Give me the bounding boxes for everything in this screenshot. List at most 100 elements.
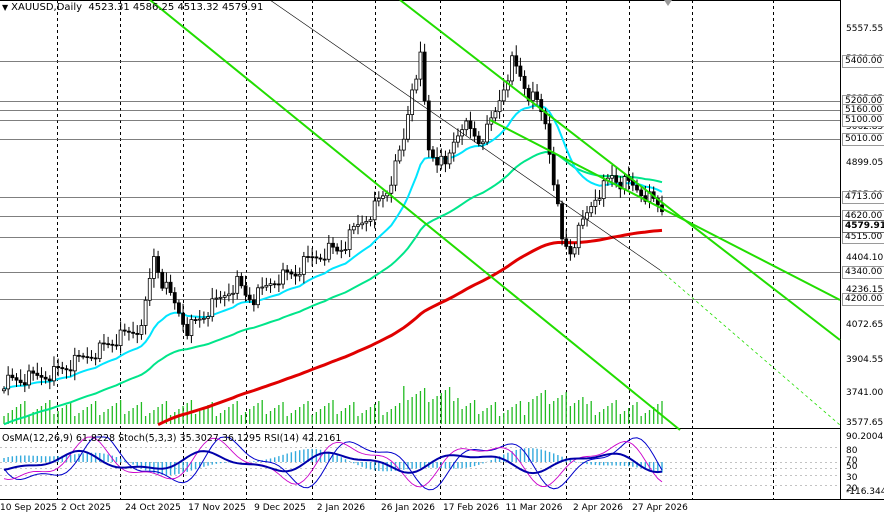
level-label: 5100.00 — [842, 114, 884, 127]
candle-body — [522, 75, 527, 89]
indicator-scale-label: 50 — [846, 462, 858, 472]
candle-body — [476, 135, 481, 145]
collapse-triangle-icon[interactable]: ▼ — [2, 3, 9, 12]
date-label: 11 Mar 2026 — [505, 503, 563, 513]
candle-body — [81, 355, 86, 358]
price-scale-label: 4072.65 — [846, 320, 884, 330]
candle-body — [364, 221, 369, 224]
candle-body — [289, 271, 294, 275]
candle-body — [422, 51, 427, 102]
candle-body — [281, 269, 285, 285]
level-label: 5400.00 — [842, 55, 884, 68]
candle-body — [235, 275, 240, 294]
candle-body — [614, 175, 619, 183]
candle-body — [152, 256, 156, 279]
current-price-label: 4579.91 — [842, 220, 884, 233]
candle-body — [376, 198, 381, 202]
candle-body — [52, 366, 56, 382]
candle-body — [518, 65, 523, 77]
candle-body — [210, 298, 215, 318]
candle-body — [39, 375, 44, 378]
date-label: 24 Oct 2025 — [125, 503, 181, 513]
candle-body — [68, 369, 73, 372]
candle-body — [97, 342, 102, 359]
candle-body — [276, 283, 281, 286]
candle-body — [356, 224, 360, 227]
candle-body — [635, 184, 639, 191]
date-label: 2 Jan 2026 — [316, 503, 366, 513]
candle-body — [189, 319, 194, 336]
indicator-scale-label: -116.3446 — [846, 487, 884, 497]
date-label: 2 Oct 2025 — [61, 503, 111, 513]
candle-body — [485, 123, 489, 143]
candle-body — [147, 277, 152, 301]
candle-body — [127, 330, 131, 333]
candle-body — [14, 377, 19, 381]
candle-body — [326, 242, 331, 260]
indicator-scale-label: 80 — [846, 446, 858, 456]
candle-body — [464, 120, 469, 131]
candle-body — [368, 219, 373, 222]
candle-body — [393, 160, 398, 186]
candle-body — [535, 91, 539, 100]
candle-body — [435, 157, 440, 166]
candle-body — [264, 284, 269, 288]
candle-body — [31, 370, 36, 374]
candle-body — [468, 120, 473, 129]
candle-body — [122, 329, 127, 332]
candle-body — [181, 312, 185, 325]
candle-body — [406, 114, 410, 140]
candle-body — [418, 51, 423, 80]
candle-body — [431, 149, 435, 158]
candle-body — [131, 331, 136, 334]
channel-line — [399, 0, 841, 341]
candle-body — [297, 273, 302, 277]
date-label: 9 Dec 2025 — [254, 503, 306, 513]
candle-body — [6, 374, 11, 390]
rsi-line — [3, 449, 663, 475]
candle-body — [426, 100, 431, 151]
channel-line — [489, 119, 841, 301]
candle-body — [18, 379, 23, 384]
price-scale-label: 5062.85 — [846, 122, 884, 132]
stoch-signal-line — [3, 436, 663, 488]
candle-body — [222, 295, 227, 298]
candle-body — [285, 269, 290, 273]
candle-body — [77, 354, 81, 357]
candle-body — [331, 242, 335, 248]
date-label: 17 Feb 2026 — [442, 503, 500, 513]
candle-body — [272, 283, 277, 286]
candle-body — [27, 370, 31, 386]
candle-body — [197, 318, 202, 321]
candle-body — [593, 199, 598, 207]
candle-body — [64, 368, 69, 371]
candle-body — [114, 344, 119, 347]
price-scale-label: 5557.55 — [846, 24, 884, 34]
symbol-title: XAUUSD,Daily — [11, 2, 83, 13]
candle-body — [347, 229, 352, 250]
candle-body — [351, 225, 356, 231]
candle-body — [164, 281, 169, 289]
candle-body — [139, 325, 144, 335]
candle-body — [2, 388, 6, 392]
channel-line — [149, 0, 681, 431]
candle-body — [89, 356, 94, 359]
candle-body — [585, 212, 589, 220]
candle-body — [214, 297, 219, 300]
indicator-scale-label: 70 — [846, 456, 858, 466]
candle-body — [472, 128, 477, 137]
candle-body — [501, 89, 506, 102]
candle-body — [576, 224, 581, 249]
candle-body — [306, 256, 310, 258]
price-scale-label: 3577.65 — [846, 418, 884, 428]
candle-body — [231, 292, 235, 295]
candle-body — [539, 99, 544, 113]
candle-body — [156, 256, 160, 273]
candle-body — [247, 294, 252, 301]
trend-line — [269, 0, 661, 271]
candle-body — [226, 293, 231, 297]
candle-body — [414, 78, 419, 91]
candle-body — [143, 299, 148, 326]
candle-body — [397, 149, 402, 162]
